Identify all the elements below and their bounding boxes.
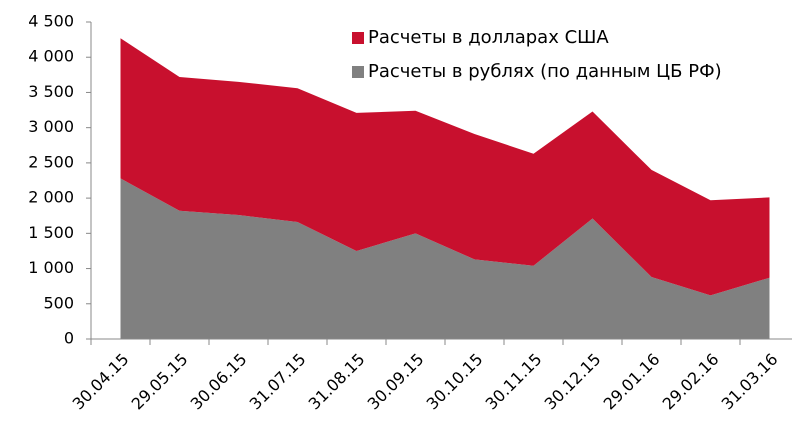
y-tick-label: 1 500 xyxy=(28,223,74,242)
y-tick-label: 2 000 xyxy=(28,188,74,207)
y-tick-label: 0 xyxy=(64,329,74,348)
y-tick-label: 500 xyxy=(43,293,74,312)
y-tick-label: 1 000 xyxy=(28,258,74,277)
x-tick-label: 31.07.15 xyxy=(246,350,310,414)
legend-label: Расчеты в рублях (по данным ЦБ РФ) xyxy=(368,61,722,82)
y-tick-label: 3 500 xyxy=(28,82,74,101)
area xyxy=(120,38,770,296)
x-tick-label: 30.09.15 xyxy=(364,350,428,414)
x-tick-label: 29.01.16 xyxy=(600,350,664,414)
x-tick-label: 30.06.15 xyxy=(187,350,251,414)
legend-swatch xyxy=(352,66,364,78)
y-tick-label: 4 500 xyxy=(28,12,74,31)
x-tick-label: 29.02.16 xyxy=(659,350,723,414)
area xyxy=(120,178,770,339)
x-tick-label: 30.12.15 xyxy=(541,350,605,414)
x-tick-label: 30.11.15 xyxy=(482,350,546,414)
legend-swatch xyxy=(352,32,364,44)
y-tick-label: 4 000 xyxy=(28,47,74,66)
x-tick-label: 31.08.15 xyxy=(305,350,369,414)
legend-label: Расчеты в долларах США xyxy=(368,27,609,48)
x-tick-label: 30.04.15 xyxy=(69,350,133,414)
y-tick-label: 3 000 xyxy=(28,117,74,136)
x-tick-label: 29.05.15 xyxy=(128,350,192,414)
x-tick-label: 31.03.16 xyxy=(718,350,782,414)
y-tick-label: 2 500 xyxy=(28,152,74,171)
x-tick-label: 30.10.15 xyxy=(423,350,487,414)
